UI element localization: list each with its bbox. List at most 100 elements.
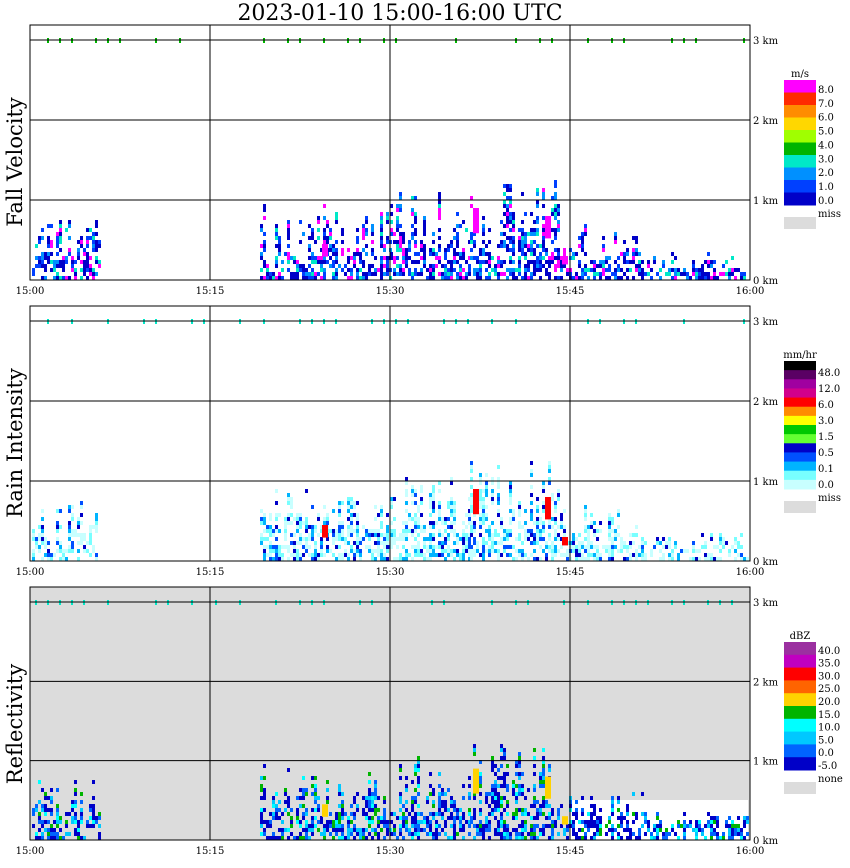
colorbar-label: 0.5	[818, 448, 834, 459]
data-cell	[38, 236, 41, 240]
data-cell	[83, 272, 86, 276]
data-cell	[263, 208, 266, 212]
data-cell	[423, 228, 426, 232]
data-cell	[393, 812, 396, 816]
data-cell	[560, 521, 563, 525]
data-cell	[737, 816, 740, 820]
x-tick-label: 15:15	[196, 567, 225, 578]
data-cell	[44, 545, 47, 549]
data-cell	[677, 836, 680, 840]
data-cell	[551, 196, 554, 200]
data-cell	[473, 748, 476, 752]
colorbar-label: 6.0	[818, 113, 834, 124]
data-cell	[539, 260, 542, 264]
data-cell	[441, 521, 444, 525]
data-cell	[399, 796, 402, 800]
data-cell	[614, 276, 617, 280]
data-cell	[374, 505, 377, 509]
data-cell	[414, 489, 417, 493]
data-cell	[581, 268, 584, 272]
data-cell	[587, 525, 590, 529]
data-cell	[95, 529, 98, 533]
data-cell	[626, 820, 629, 824]
data-cell	[290, 256, 293, 260]
data-cell	[536, 816, 539, 820]
data-cell	[296, 529, 299, 533]
data-cell	[626, 808, 629, 812]
data-cell	[393, 832, 396, 836]
data-cell	[281, 268, 284, 272]
data-cell	[453, 557, 456, 561]
colorbar-label: 25.0	[818, 684, 840, 695]
data-cell	[263, 276, 266, 280]
data-cell	[548, 545, 551, 549]
data-cell	[426, 816, 429, 820]
data-cell	[56, 244, 59, 248]
y-tick-label: 2 km	[753, 397, 779, 408]
data-cell	[423, 260, 426, 264]
data-cell	[320, 260, 323, 264]
data-cell	[423, 248, 426, 252]
data-cell	[272, 276, 275, 280]
colorbar-swatch	[784, 370, 816, 380]
data-cell	[462, 220, 465, 224]
data-cell	[35, 808, 38, 812]
data-cell	[44, 268, 47, 272]
data-cell	[509, 236, 512, 240]
data-cell	[518, 509, 521, 513]
data-cell	[617, 268, 620, 272]
data-cell	[512, 220, 515, 224]
data-cell	[347, 820, 350, 824]
data-cell	[390, 537, 393, 541]
data-cell	[432, 505, 435, 509]
data-cell	[447, 501, 450, 505]
data-cell	[479, 828, 482, 832]
data-cell	[548, 260, 551, 264]
data-cell	[380, 828, 383, 832]
data-cell	[432, 232, 435, 236]
data-cell	[557, 816, 560, 820]
data-cell	[417, 549, 420, 553]
data-cell	[329, 256, 332, 260]
data-cell	[278, 553, 281, 557]
data-cell	[575, 537, 578, 541]
data-cell	[41, 228, 44, 232]
data-cell	[299, 832, 302, 836]
data-cell	[56, 521, 59, 525]
data-cell	[536, 557, 539, 561]
data-cell	[617, 800, 620, 804]
data-cell	[399, 553, 402, 557]
data-cell	[599, 828, 602, 832]
data-cell	[632, 276, 635, 280]
data-cell	[426, 824, 429, 828]
data-cell	[447, 260, 450, 264]
data-cell	[405, 248, 408, 252]
data-cell	[380, 256, 383, 260]
data-cell	[86, 268, 89, 272]
data-cell	[506, 244, 509, 248]
data-cell	[438, 505, 441, 509]
data-cell	[59, 220, 62, 224]
data-cell	[638, 252, 641, 256]
data-cell	[503, 200, 506, 204]
data-cell	[38, 260, 41, 264]
data-cell	[503, 796, 506, 800]
data-cell	[611, 808, 614, 812]
x-tick-label: 15:30	[376, 286, 405, 297]
data-cell	[548, 469, 551, 473]
data-cell	[83, 268, 86, 272]
data-cell	[383, 820, 386, 824]
data-cell	[435, 553, 438, 557]
data-cell	[590, 804, 593, 808]
data-cell	[408, 812, 411, 816]
data-cell	[347, 501, 350, 505]
data-cell	[302, 812, 305, 816]
data-cell	[390, 545, 393, 549]
data-cell	[462, 828, 465, 832]
data-cell	[470, 505, 473, 509]
data-cell	[548, 525, 551, 529]
colorbar-label: 0.1	[818, 464, 834, 475]
data-cell	[314, 256, 317, 260]
data-cell	[596, 820, 599, 824]
data-cell	[335, 220, 338, 224]
